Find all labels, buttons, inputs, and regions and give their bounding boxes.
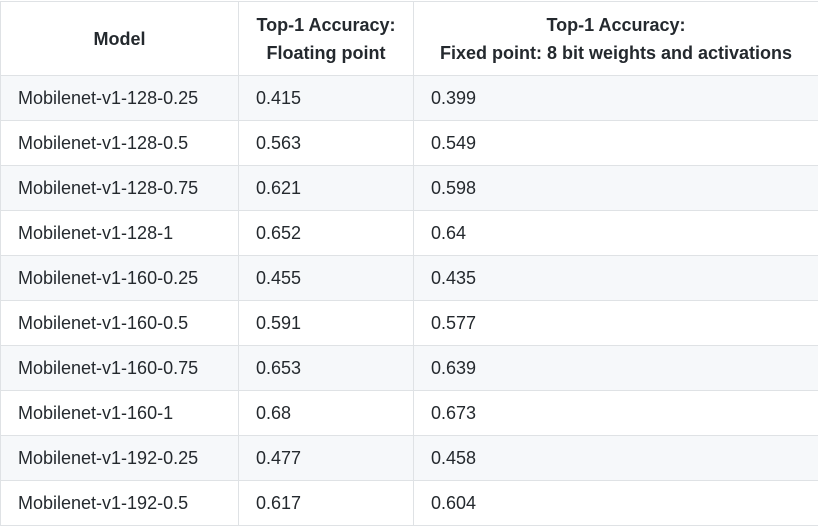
- fixed-accuracy-cell: 0.577: [414, 301, 818, 346]
- model-cell: Mobilenet-v1-128-0.75: [1, 166, 239, 211]
- float-accuracy-cell: 0.591: [239, 301, 414, 346]
- float-accuracy-cell: 0.653: [239, 346, 414, 391]
- model-cell: Mobilenet-v1-160-0.75: [1, 346, 239, 391]
- header-model: Model: [1, 2, 239, 76]
- model-cell: Mobilenet-v1-192-0.25: [1, 436, 239, 481]
- model-cell: Mobilenet-v1-160-0.5: [1, 301, 239, 346]
- fixed-accuracy-cell: 0.64: [414, 211, 818, 256]
- table-header: Model Top-1 Accuracy: Floating point Top…: [1, 2, 818, 76]
- fixed-accuracy-cell: 0.598: [414, 166, 818, 211]
- model-cell: Mobilenet-v1-128-1: [1, 211, 239, 256]
- fixed-accuracy-cell: 0.604: [414, 481, 818, 526]
- header-row: Model Top-1 Accuracy: Floating point Top…: [1, 2, 818, 76]
- model-cell: Mobilenet-v1-160-1: [1, 391, 239, 436]
- header-float-line-1: Top-1 Accuracy:: [255, 11, 397, 39]
- header-float-line-2: Floating point: [255, 39, 397, 67]
- float-accuracy-cell: 0.68: [239, 391, 414, 436]
- float-accuracy-cell: 0.617: [239, 481, 414, 526]
- header-float-accuracy: Top-1 Accuracy: Floating point: [239, 2, 414, 76]
- float-accuracy-cell: 0.455: [239, 256, 414, 301]
- fixed-accuracy-cell: 0.458: [414, 436, 818, 481]
- float-accuracy-cell: 0.563: [239, 121, 414, 166]
- float-accuracy-cell: 0.652: [239, 211, 414, 256]
- float-accuracy-cell: 0.621: [239, 166, 414, 211]
- fixed-accuracy-cell: 0.399: [414, 76, 818, 121]
- model-cell: Mobilenet-v1-192-0.5: [1, 481, 239, 526]
- header-fixed-line-1: Top-1 Accuracy:: [430, 11, 802, 39]
- float-accuracy-cell: 0.477: [239, 436, 414, 481]
- fixed-accuracy-cell: 0.549: [414, 121, 818, 166]
- model-cell: Mobilenet-v1-128-0.5: [1, 121, 239, 166]
- model-cell: Mobilenet-v1-160-0.25: [1, 256, 239, 301]
- header-fixed-accuracy: Top-1 Accuracy: Fixed point: 8 bit weigh…: [414, 2, 818, 76]
- float-accuracy-cell: 0.415: [239, 76, 414, 121]
- model-cell: Mobilenet-v1-128-0.25: [1, 76, 239, 121]
- fixed-accuracy-cell: 0.639: [414, 346, 818, 391]
- fixed-accuracy-cell: 0.435: [414, 256, 818, 301]
- fixed-accuracy-cell: 0.673: [414, 391, 818, 436]
- header-fixed-line-2: Fixed point: 8 bit weights and activatio…: [430, 39, 802, 67]
- header-model-line-1: Model: [17, 25, 222, 53]
